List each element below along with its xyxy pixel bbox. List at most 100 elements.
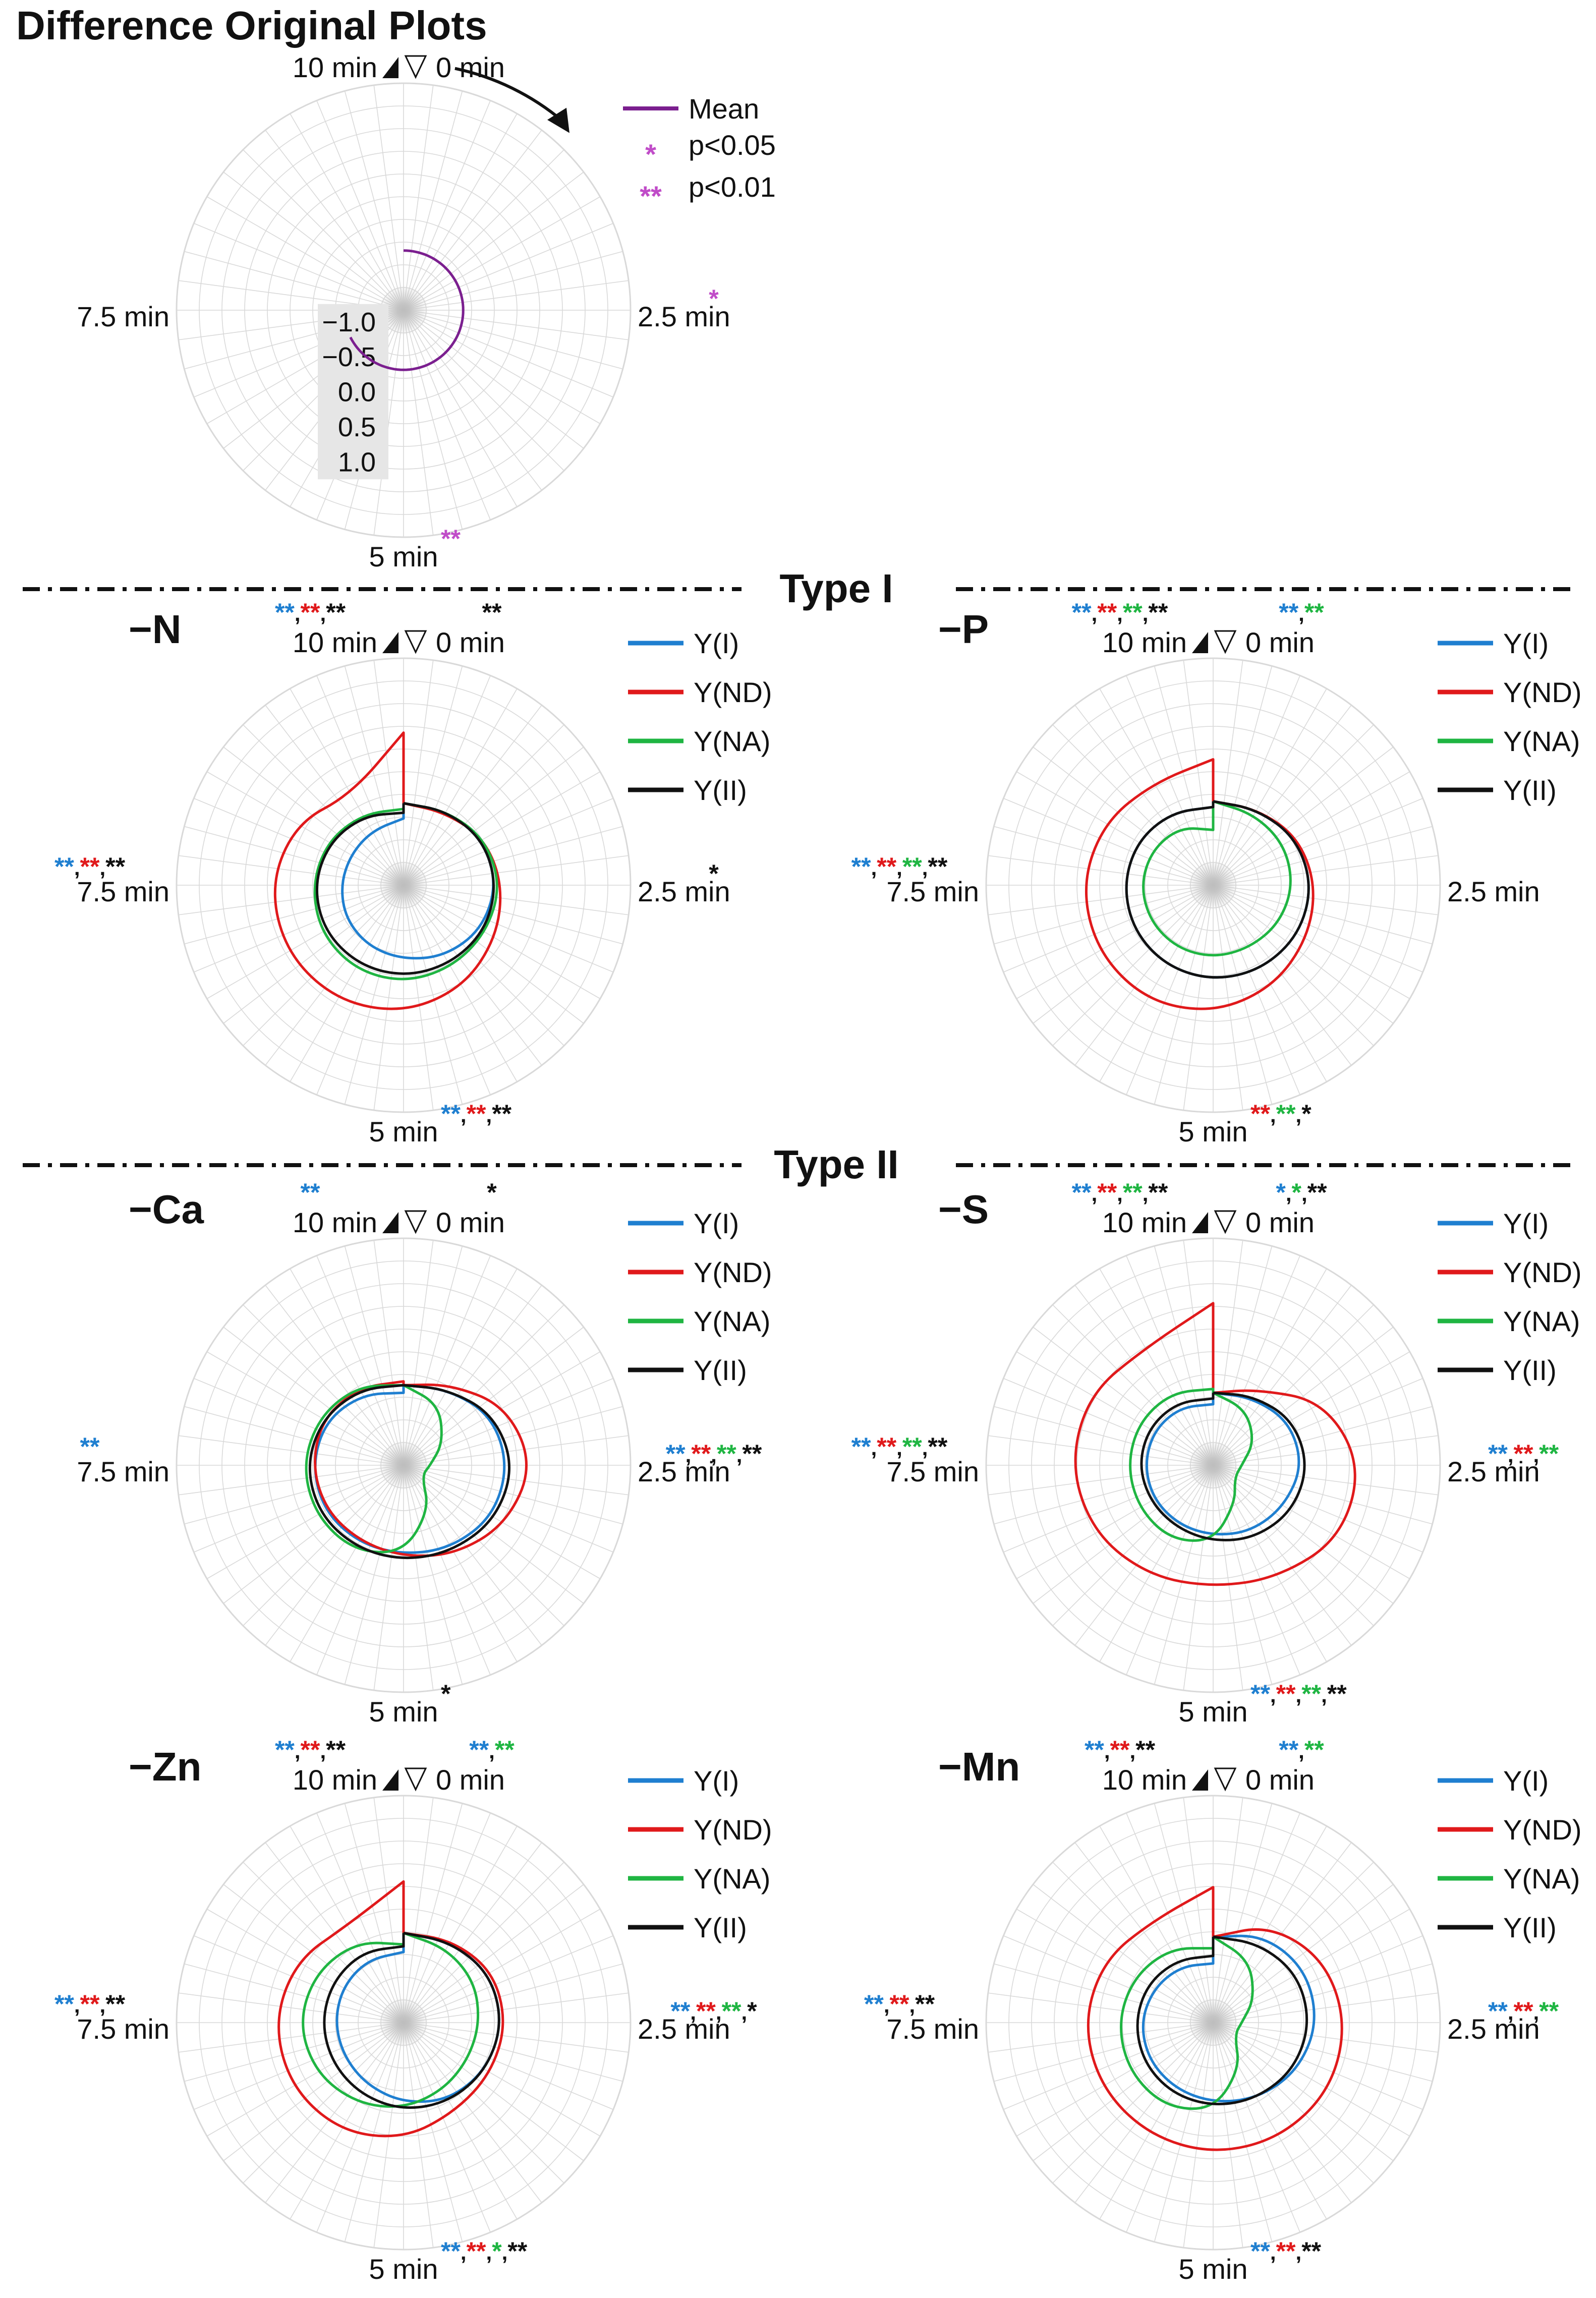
grid-spoke bbox=[403, 310, 623, 370]
grid-spoke bbox=[1213, 1884, 1394, 2023]
grid-spoke bbox=[1052, 724, 1214, 886]
grid-spoke bbox=[1213, 1465, 1423, 1553]
grid-spoke bbox=[403, 1812, 491, 2023]
grid-spoke bbox=[403, 171, 584, 311]
grid-spoke bbox=[1213, 826, 1433, 886]
legend-label: Y(NA) bbox=[694, 1863, 770, 1894]
grid-spoke bbox=[403, 1465, 491, 1676]
grid-spoke bbox=[1099, 885, 1214, 1082]
series-line-yii bbox=[315, 802, 495, 975]
grid-spoke bbox=[206, 1351, 404, 1466]
grid-spoke bbox=[193, 1465, 404, 1553]
grid-spoke bbox=[290, 2022, 404, 2220]
grid-spoke bbox=[178, 1465, 404, 1496]
grid-spoke bbox=[1183, 885, 1214, 1111]
grid-spoke bbox=[403, 666, 463, 886]
grid-spoke bbox=[1213, 705, 1352, 886]
grid-spoke bbox=[403, 885, 623, 945]
grid-spoke bbox=[403, 885, 601, 999]
start-marker-icon bbox=[1214, 1210, 1237, 1234]
grid-spoke bbox=[403, 2022, 518, 2220]
axis-label-0min: 0 min bbox=[436, 51, 505, 83]
grid-spoke bbox=[1213, 1465, 1327, 1662]
grid-spoke bbox=[1213, 885, 1439, 915]
grid-spoke bbox=[403, 798, 614, 886]
grid-spoke bbox=[403, 885, 564, 1046]
grid-spoke bbox=[193, 2022, 404, 2110]
center-spot bbox=[378, 1440, 429, 1490]
grid-spoke bbox=[290, 1465, 404, 1662]
axis-label-2-5min: 2.5 min bbox=[638, 301, 730, 332]
grid-spoke bbox=[1003, 885, 1214, 972]
axis-label-2-5min: 2.5 min bbox=[1447, 1456, 1540, 1487]
grid-spoke bbox=[403, 1992, 629, 2023]
grid-spoke bbox=[403, 2022, 491, 2233]
grid-spoke bbox=[403, 2022, 542, 2203]
grid-spoke bbox=[1213, 1285, 1352, 1466]
sig-marks-7-5min: **,**,** bbox=[864, 1990, 935, 2018]
grid-spoke bbox=[988, 1465, 1214, 1496]
grid-spoke bbox=[1213, 1812, 1300, 2023]
legend-label: Y(ND) bbox=[1503, 676, 1582, 708]
grid-spoke bbox=[193, 885, 404, 972]
grid-spoke bbox=[1213, 1465, 1433, 1525]
grid-spoke bbox=[403, 2022, 601, 2137]
grid-spoke bbox=[403, 1351, 601, 1466]
sig-marks-2-5min: **,**,** bbox=[1488, 1997, 1559, 2025]
grid-spoke bbox=[223, 885, 404, 1024]
series-line-yii bbox=[1125, 800, 1310, 979]
sig-marks-7-5min: **,**,** bbox=[54, 852, 126, 881]
end-marker-icon bbox=[1192, 1769, 1208, 1791]
grid-spoke bbox=[1033, 746, 1214, 886]
radial-tick-label: −1.0 bbox=[322, 307, 376, 337]
legend-label: p<0.05 bbox=[689, 129, 776, 161]
grid-spoke bbox=[1213, 1465, 1243, 1691]
axis-label-10min: 10 min bbox=[1102, 1207, 1187, 1238]
grid-spoke bbox=[178, 1435, 404, 1466]
grid-spoke bbox=[1016, 1909, 1214, 2023]
axis-label-10min: 10 min bbox=[293, 51, 377, 83]
grid-spoke bbox=[403, 310, 542, 491]
grid-spoke bbox=[265, 1285, 404, 1466]
sig-marks-10min: **,**,** bbox=[275, 598, 346, 626]
grid-spoke bbox=[243, 1304, 404, 1466]
grid-spoke bbox=[373, 660, 404, 886]
grid-spoke bbox=[403, 251, 623, 311]
grid-spoke bbox=[994, 885, 1214, 945]
grid-spoke bbox=[403, 310, 463, 530]
grid-spoke bbox=[1213, 1992, 1439, 2023]
grid-spoke bbox=[403, 310, 564, 471]
sig-marks-10min: **,**,** bbox=[1085, 1736, 1156, 1764]
grid-spoke bbox=[403, 1435, 629, 1466]
legend-label: Y(I) bbox=[1503, 627, 1549, 659]
grid-spoke bbox=[1052, 2022, 1214, 2184]
grid-spoke bbox=[403, 1285, 542, 1466]
grid-spoke bbox=[1213, 1327, 1394, 1466]
legend-label: Y(I) bbox=[1503, 1208, 1549, 1239]
grid-spoke bbox=[403, 855, 629, 886]
grid-spoke bbox=[1213, 798, 1423, 886]
grid-spoke bbox=[1213, 885, 1300, 1096]
grid-spoke bbox=[1052, 1862, 1214, 2023]
grid-spoke bbox=[1183, 1240, 1214, 1466]
series-line-yii bbox=[1136, 1935, 1308, 2105]
series-line-ynd bbox=[277, 1880, 504, 2138]
radial-tick-bg bbox=[318, 374, 388, 410]
sig-marks-10min: **,**,**,** bbox=[1072, 598, 1168, 626]
legend-label: Y(II) bbox=[1503, 774, 1557, 806]
grid-spoke bbox=[403, 1465, 518, 1662]
grid-spoke bbox=[1213, 885, 1273, 1105]
grid-spoke bbox=[1052, 1465, 1214, 1626]
grid-spoke bbox=[1213, 1797, 1243, 2023]
grid-spoke bbox=[1126, 2022, 1214, 2233]
legend-label: Y(NA) bbox=[1503, 725, 1580, 757]
grid-spoke bbox=[403, 1465, 564, 1626]
grid-spoke bbox=[1213, 885, 1394, 1024]
grid-spoke bbox=[344, 2022, 404, 2242]
grid-spoke bbox=[1003, 1378, 1214, 1466]
grid-spoke bbox=[184, 2022, 404, 2082]
grid-spoke bbox=[1213, 1465, 1352, 1646]
grid-spoke bbox=[994, 826, 1214, 886]
